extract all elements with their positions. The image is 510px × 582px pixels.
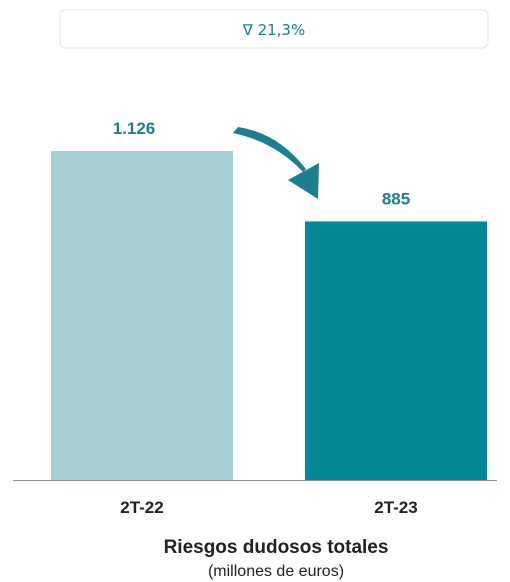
tick-labels-layer: 2T-22 2T-23 [120,498,417,517]
value-label-2t-22: 1.126 [113,119,156,138]
value-label-2t-23: 885 [382,189,410,208]
bar-2t-23 [305,221,487,481]
chart-title: Riesgos dudosos totales [164,537,389,558]
value-labels-layer: 1.126 885 [113,119,410,208]
change-indicator: ∇ 21,3% [59,9,489,49]
trend-arrow [233,127,319,199]
trend-arrow-body [233,127,306,172]
trend-arrow-head [288,163,319,199]
bars-layer [51,151,487,481]
change-indicator-box [59,9,489,49]
tick-label-2t-22: 2T-22 [120,498,163,517]
tick-label-2t-23: 2T-23 [374,498,417,517]
chart-subtitle: (millones de euros) [208,563,344,580]
bar-2t-22 [51,151,233,480]
change-indicator-text: ∇ 21,3% [242,21,305,39]
